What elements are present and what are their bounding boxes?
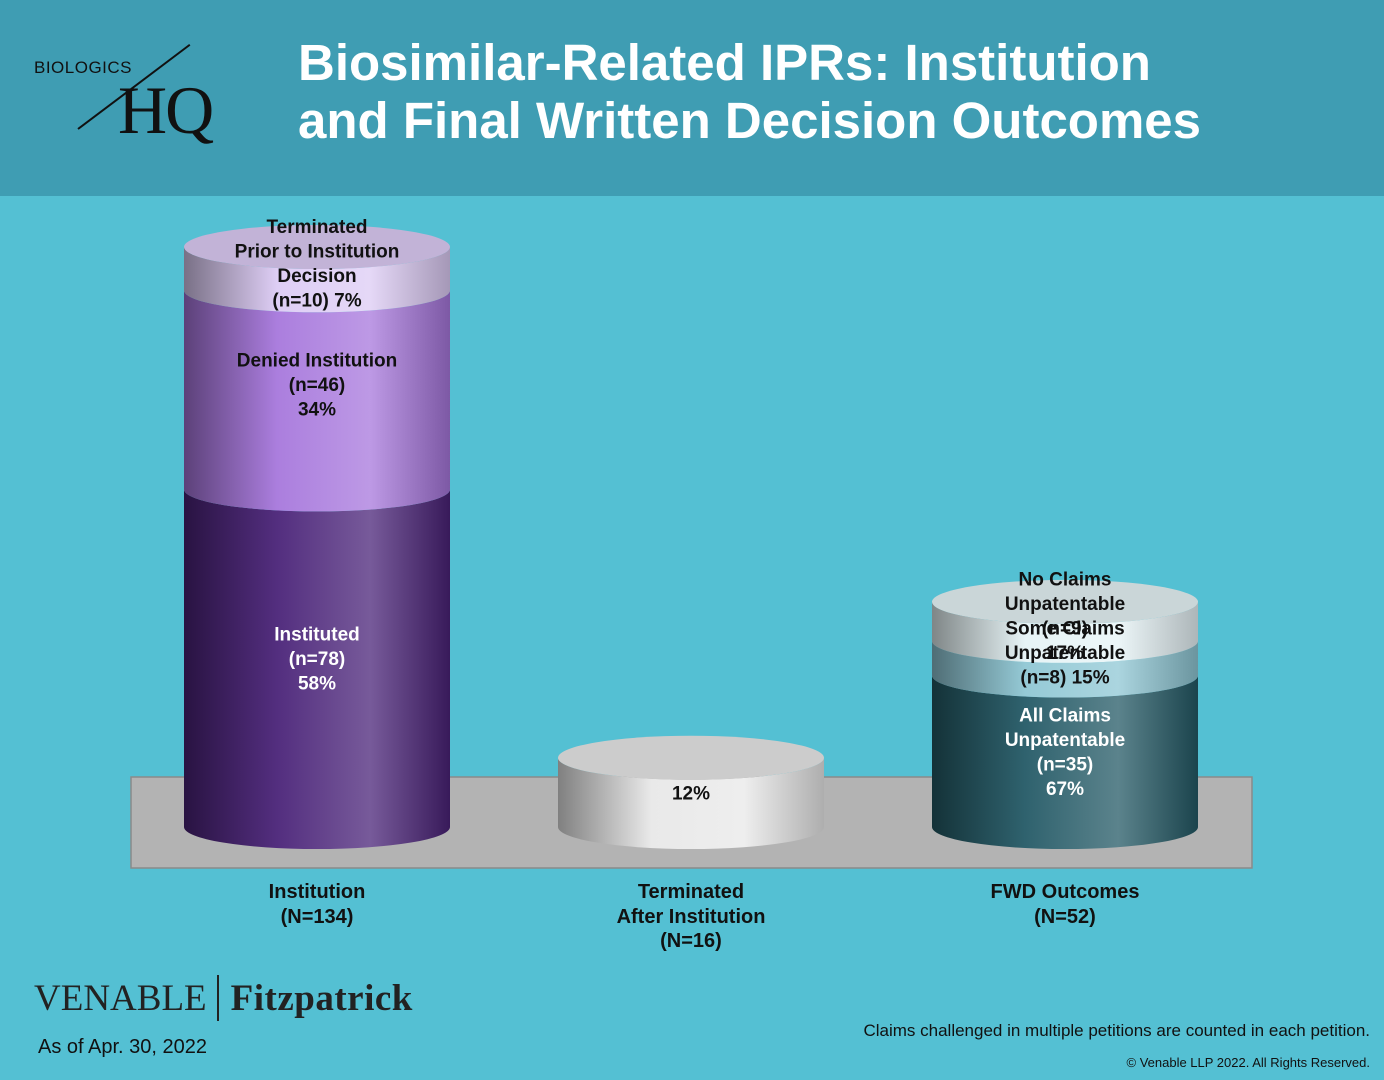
category-label-line: After Institution — [616, 905, 766, 928]
segment-label-line: Instituted — [274, 625, 360, 646]
title-line-2: and Final Written Decision Outcomes — [298, 92, 1202, 149]
bar-1-segment-2 — [184, 290, 450, 512]
segment-label-line: 58% — [298, 674, 336, 695]
bar-3-segment-3 — [932, 601, 1198, 663]
page-title: Biosimilar-Related IPRs: Institution and… — [298, 34, 1358, 150]
bar-1-segment-3-label: Terminated Prior to Institution Decision (n… — [235, 217, 400, 312]
segment-label-line: 17% — [1046, 643, 1084, 664]
bar-1: Instituted (n=78) 58% Denied Institution (n=… — [184, 217, 450, 849]
bar-1-segment-1-label: Instituted (n=78) 58% — [274, 625, 360, 695]
segment-label-line: Some Claims — [1005, 619, 1124, 640]
segment-label-line: 34% — [298, 399, 336, 420]
segment-label-line: (n=9) — [1042, 619, 1088, 640]
stacked-cylinder-chart: Instituted (n=78) 58% Denied Institution (n=… — [130, 217, 1253, 869]
bar-2: 12% — [558, 735, 824, 849]
bar-3-segment-1-label: All Claims Unpatentable (n=35) 67% — [1005, 706, 1125, 801]
bar-3-segment-3-label: No Claims Unpatentable (n=9) 17% — [1005, 570, 1125, 665]
category-label-line: Terminated — [637, 881, 745, 903]
bar-2-segment-1 — [558, 757, 824, 849]
bar-1-segment-3 — [184, 247, 450, 313]
segment-label-line: No Claims — [1019, 570, 1112, 591]
bar-3: All Claims Unpatentable (n=35) 67% Some Clai… — [932, 570, 1198, 849]
segment-label-line: Terminated — [266, 217, 367, 238]
segment-label-line: Prior to Institution — [235, 241, 400, 262]
category-label-line: FWD Outcomes — [990, 881, 1140, 903]
footnote: Claims challenged in multiple petitions … — [863, 1021, 1370, 1040]
bar-1-segment-2-label: Denied Institution (n=46) 34% — [237, 350, 397, 420]
bar-3-segment-2 — [932, 640, 1198, 698]
venable-fitzpatrick-logo: VENABLE Fitzpatrick — [34, 972, 413, 1024]
category-label-2: Terminated After Institution (N=16) — [561, 880, 821, 954]
copyright: © Venable LLP 2022. All Rights Reserved. — [1126, 1055, 1371, 1070]
logo-fitzpatrick-text: Fitzpatrick — [230, 977, 413, 1019]
as-of-date: As of Apr. 30, 2022 — [38, 1036, 208, 1058]
bar-1-segment-1 — [184, 489, 450, 849]
bar-1-top-cap — [184, 225, 450, 269]
category-label-3: FWD Outcomes (N=52) — [935, 880, 1195, 929]
bar-3-segment-1 — [932, 675, 1198, 849]
segment-label-line: (n=46) — [289, 375, 346, 396]
segment-label-line: Unpatentable — [1005, 643, 1125, 664]
logo-divider — [216, 975, 219, 1021]
segment-label-line: (n=78) — [289, 649, 346, 670]
segment-label-line: All Claims — [1019, 706, 1111, 727]
logo-venable-text: VENABLE — [34, 977, 207, 1019]
segment-label-line: Unpatentable — [1005, 730, 1125, 751]
logo-biologics-text: BIOLOGICS — [34, 58, 133, 77]
category-label-line: (N=52) — [1034, 905, 1096, 928]
header-banner: BIOLOGICS HQ Biosimilar-Related IPRs: In… — [0, 0, 1384, 196]
segment-label-line: Unpatentable — [1005, 594, 1125, 615]
category-label-line: (N=16) — [660, 930, 722, 952]
title-line-1: Biosimilar-Related IPRs: Institution — [298, 34, 1151, 91]
logo-hq-text: HQ — [118, 72, 214, 148]
biologics-hq-logo: BIOLOGICS HQ — [30, 40, 260, 160]
bar-3-top-cap — [932, 579, 1198, 624]
segment-label-line: 67% — [1046, 779, 1084, 800]
segment-label-line: (n=10) 7% — [272, 290, 361, 311]
category-label-line: (N=134) — [280, 905, 354, 928]
bar-2-top-cap — [558, 735, 824, 780]
segment-label-line: 12% — [672, 783, 710, 804]
bars-layer: Instituted (n=78) 58% Denied Institution (n=… — [184, 217, 1198, 849]
category-label-1: Institution (N=134) — [187, 880, 447, 929]
segment-label-line: Denied Institution — [237, 350, 397, 371]
bar-2-segment-1-label: 12% — [672, 783, 710, 804]
segment-label-line: (n=8) 15% — [1020, 668, 1109, 689]
segment-label-line: (n=35) — [1037, 755, 1094, 776]
category-label-line: Institution — [268, 881, 366, 903]
segment-label-line: Decision — [277, 266, 356, 287]
bar-3-segment-2-label: Some Claims Unpatentable (n=8) 15% — [1005, 619, 1125, 689]
